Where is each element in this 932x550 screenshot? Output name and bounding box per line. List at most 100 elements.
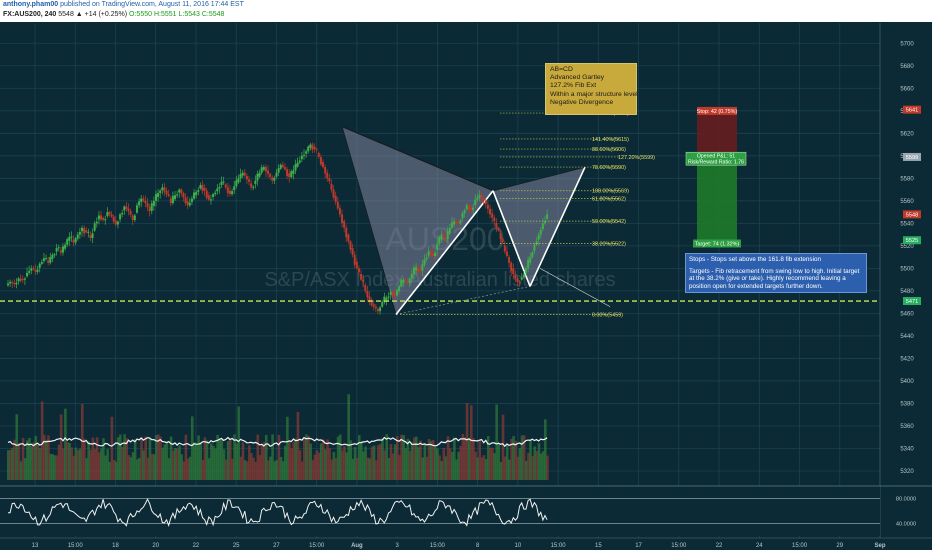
candle-body <box>446 231 449 240</box>
candle-body <box>254 180 257 184</box>
candle-body <box>252 186 255 188</box>
target-zone <box>697 159 737 243</box>
author-name[interactable]: anthony.pham00 <box>3 1 59 8</box>
volume-bar <box>123 434 126 480</box>
volume-bar <box>228 439 232 480</box>
volume-bar <box>66 442 69 480</box>
candle-body <box>212 194 215 197</box>
volume-bar <box>23 458 27 480</box>
volume-bar <box>459 445 463 480</box>
price-tick: 5660 <box>900 86 914 92</box>
time-tick: 24 <box>756 543 763 549</box>
candle-body <box>478 195 481 198</box>
volume-bar <box>461 434 465 480</box>
volume-bar <box>150 453 154 480</box>
candle-body <box>343 221 346 228</box>
candle-body <box>362 279 365 283</box>
volume-bar <box>74 447 78 480</box>
candle-body <box>499 233 502 240</box>
gartley-pattern <box>341 125 611 316</box>
candle-body <box>53 254 56 256</box>
fib-level-label: 61.80%(5562) <box>592 197 626 203</box>
candle-body <box>455 221 458 224</box>
candle-body <box>61 246 64 253</box>
candle-body <box>484 200 487 204</box>
volume-bar <box>201 459 205 480</box>
volume-bar <box>273 461 276 480</box>
candle-body <box>233 186 236 191</box>
candle-body <box>32 268 35 270</box>
volume-bar <box>42 434 46 480</box>
price-badge <box>903 297 921 306</box>
ohlc-high: H:5551 <box>153 11 177 18</box>
candle-body <box>15 282 18 285</box>
volume-bar <box>541 451 545 480</box>
candle-body <box>300 155 303 160</box>
volume-bar <box>87 441 90 480</box>
ab-leg <box>395 190 494 316</box>
volume-bar <box>260 445 264 480</box>
candle-body <box>214 192 217 195</box>
candle-body <box>360 274 363 280</box>
candle-body <box>364 285 367 291</box>
rsi-tick: 80.0000 <box>896 497 916 503</box>
analysis-callout[interactable]: AB=CD Advanced Gartley 127.2% Fib Ext Wi… <box>545 63 638 115</box>
volume-bar <box>370 446 374 480</box>
volume-bar <box>267 460 270 480</box>
volume-bar <box>315 450 319 480</box>
candle-body <box>97 215 100 220</box>
price-tick: 5580 <box>900 176 914 182</box>
volume-bar <box>311 460 315 480</box>
price-tick: 5440 <box>900 334 914 340</box>
candle-body <box>241 172 244 176</box>
candle-body <box>129 210 132 215</box>
candle-body <box>355 261 358 269</box>
time-tick: 17 <box>635 543 642 549</box>
volume-bar <box>275 459 279 480</box>
candle-body <box>45 257 48 259</box>
volume-bar <box>520 435 524 480</box>
volume-bar <box>510 438 513 480</box>
candle-body <box>72 239 75 243</box>
price-badge-label: 5641 <box>906 108 918 114</box>
volume-bar <box>400 434 403 480</box>
volume-bar <box>212 445 215 480</box>
volume-bar <box>330 459 334 480</box>
volume-bar <box>493 453 496 480</box>
candle-body <box>493 217 496 222</box>
volume-bar <box>446 436 450 480</box>
candle-body <box>438 237 441 244</box>
volume-bar <box>516 456 520 480</box>
volume-bar <box>269 456 272 480</box>
candle-body <box>474 199 477 205</box>
price-tick: 5620 <box>900 131 914 137</box>
volume-bar <box>383 450 386 480</box>
volume-bar <box>484 459 488 480</box>
candle-body <box>243 172 246 176</box>
candle-body <box>341 214 344 223</box>
volume-bar <box>450 451 454 480</box>
trade-note-box[interactable]: Stops - Stops set above the 161.8 fib ex… <box>685 253 867 293</box>
volume-bar <box>408 450 412 480</box>
volume-bar <box>421 457 424 480</box>
volume-bar <box>376 444 380 480</box>
volume-bar <box>427 438 431 480</box>
volume-bar <box>26 440 29 480</box>
volume-bar <box>341 450 344 480</box>
candle-body <box>531 252 534 258</box>
price-tick: 5340 <box>900 446 914 452</box>
candle-body <box>400 279 403 287</box>
candle-body <box>533 244 536 251</box>
candle-body <box>34 270 37 272</box>
price-badge <box>903 210 921 219</box>
candle-body <box>326 172 329 179</box>
bc-leg <box>492 190 531 287</box>
candle-body <box>114 220 117 225</box>
volume-bar <box>476 457 479 480</box>
candle-body <box>292 170 295 174</box>
candle-body <box>410 274 413 279</box>
volume-bar <box>9 449 12 480</box>
rsi-tick: 40.0000 <box>896 522 916 528</box>
candle-body <box>431 253 434 257</box>
